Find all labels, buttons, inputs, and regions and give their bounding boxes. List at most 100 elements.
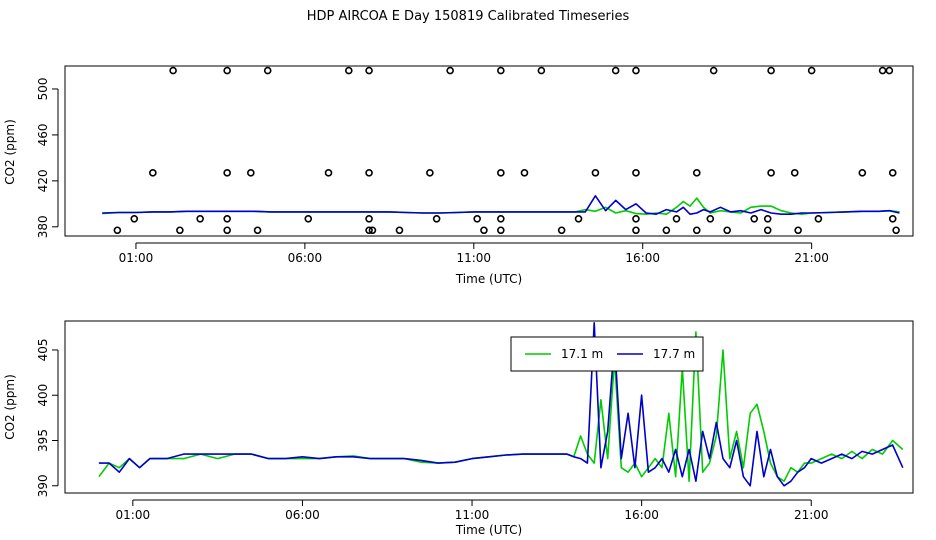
reference-point: [888, 214, 897, 223]
reference-point: [223, 226, 231, 235]
x-tick-label: 16:00: [624, 508, 659, 522]
x-tick-label: 01:00: [116, 508, 151, 522]
reference-point: [888, 169, 897, 177]
x-tick-label: 01:00: [119, 251, 154, 265]
reference-point: [223, 169, 231, 177]
reference-point: [196, 214, 204, 223]
reference-point: [858, 169, 867, 177]
reference-point: [878, 66, 887, 75]
reference-point: [365, 214, 373, 223]
reference-point: [497, 66, 505, 75]
reference-point: [662, 226, 671, 235]
reference-point: [814, 214, 823, 223]
y-tick-label: 500: [36, 78, 50, 101]
chart-panel-bottom: 01:00 06:00 11:00 16:00 21:00 390 395 400 405 Tim…: [3, 320, 914, 537]
reference-point: [324, 169, 333, 177]
x-tick-label: 21:00: [794, 508, 829, 522]
reference-point: [591, 169, 600, 177]
legend: 17.1 m 17.7 m: [510, 336, 704, 372]
reference-point: [497, 214, 505, 223]
reference-point: [632, 66, 640, 75]
reference-point: [706, 214, 715, 223]
series-line-17-1-m: [98, 331, 904, 483]
reference-point: [767, 66, 775, 75]
reference-point: [557, 226, 566, 235]
reference-point: [497, 169, 505, 177]
reference-point: [790, 169, 799, 177]
reference-point: [253, 226, 262, 235]
series-line-17-7-m: [102, 195, 900, 215]
reference-point: [480, 226, 488, 235]
reference-point: [446, 66, 454, 75]
x-tick-label: 16:00: [625, 251, 660, 265]
reference-point: [763, 226, 772, 235]
reference-point: [365, 66, 373, 75]
y-axis-label: CO2 (ppm): [3, 119, 17, 185]
y-tick-label: 420: [36, 169, 50, 192]
reference-point: [426, 169, 434, 177]
reference-point: [344, 66, 353, 75]
reference-point: [537, 66, 546, 75]
y-tick-label: 390: [36, 474, 50, 497]
reference-point: [497, 226, 505, 235]
reference-point: [223, 66, 231, 75]
reference-point: [750, 214, 759, 223]
reference-point: [632, 169, 640, 177]
x-tick-label: 11:00: [456, 251, 491, 265]
x-tick-label: 11:00: [455, 508, 490, 522]
reference-point: [632, 226, 640, 235]
reference-point: [692, 169, 701, 177]
x-axis-label: Time (UTC): [455, 272, 522, 286]
reference-point: [885, 66, 894, 75]
reference-point: [574, 214, 583, 223]
reference-point: [611, 66, 620, 75]
x-tick-label: 06:00: [288, 251, 323, 265]
reference-point: [365, 169, 373, 177]
chart-panel-top: 01:00 06:00 11:00 16:00 21:00 380 420 460 500 Tim…: [3, 65, 914, 286]
x-tick-label: 21:00: [794, 251, 829, 265]
reference-point: [113, 226, 122, 235]
reference-point: [763, 214, 772, 223]
reference-point: [794, 226, 802, 235]
plot-area: [98, 321, 904, 487]
reference-point: [432, 214, 441, 223]
reference-point: [767, 169, 775, 177]
reference-point: [709, 66, 718, 75]
reference-point: [672, 214, 681, 223]
series-line-17-7-m: [98, 321, 904, 487]
reference-point: [365, 226, 373, 235]
reference-point: [176, 226, 184, 235]
reference-point: [223, 214, 231, 223]
y-tick-label: 400: [36, 384, 50, 407]
legend-label: 17.7 m: [653, 347, 695, 361]
x-tick-label: 06:00: [285, 508, 320, 522]
y-tick-label: 460: [36, 123, 50, 146]
reference-point: [247, 169, 255, 177]
reference-point: [304, 214, 313, 223]
reference-point: [632, 214, 640, 223]
y-axis-label: CO2 (ppm): [3, 374, 17, 440]
y-tick-label: 405: [36, 339, 50, 362]
x-axis-label: Time (UTC): [455, 523, 522, 537]
plot-frame: [64, 320, 914, 494]
plot-frame: [64, 65, 914, 237]
reference-point: [169, 66, 177, 75]
y-tick-label: 395: [36, 429, 50, 452]
reference-point: [130, 214, 139, 223]
legend-label: 17.1 m: [561, 347, 603, 361]
reference-point: [473, 214, 481, 223]
figure-title: HDP AIRCOA E Day 150819 Calibrated Times…: [306, 9, 630, 24]
reference-point: [520, 169, 529, 177]
plot-area: [102, 195, 900, 215]
reference-point: [395, 226, 404, 235]
y-tick-label: 380: [36, 215, 50, 238]
reference-point: [892, 226, 900, 235]
reference-point: [807, 66, 816, 75]
reference-point: [692, 226, 701, 235]
reference-point: [723, 226, 731, 235]
reference-point: [368, 226, 377, 235]
reference-point: [149, 169, 157, 177]
reference-point: [263, 66, 272, 75]
